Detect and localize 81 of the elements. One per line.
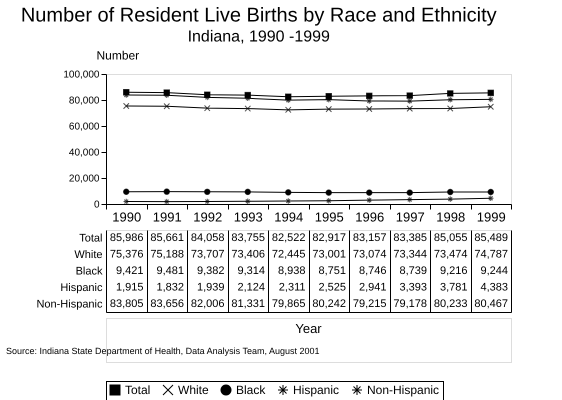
- legend-label: Non-Hispanic: [367, 383, 440, 397]
- data-label: 83,755: [231, 232, 265, 244]
- legend-label: Total: [125, 383, 150, 397]
- data-label: 2,941: [358, 281, 386, 294]
- chart-subtitle: Indiana, 1990 -1999: [188, 28, 330, 46]
- data-label: 73,474: [434, 248, 468, 261]
- data-label: 73,707: [190, 248, 224, 261]
- source-note: Source: Indiana State Department of Health, Data Analysis Team, August 2001: [6, 346, 320, 356]
- data-label: 80,242: [312, 298, 346, 310]
- data-label: 85,055: [434, 232, 468, 244]
- data-label: 8,746: [358, 265, 386, 277]
- data-label: 72,445: [272, 248, 306, 261]
- data-label: 79,178: [393, 298, 427, 310]
- data-label: 75,188: [150, 248, 184, 261]
- data-label: 9,244: [480, 265, 508, 277]
- data-label: 4,383: [480, 281, 508, 294]
- data-label: 83,656: [150, 298, 184, 310]
- legend-label: Hispanic: [293, 383, 340, 397]
- y-tick-label: 0: [94, 200, 100, 210]
- legend-label: White: [178, 383, 209, 397]
- y-axis-title: Number: [96, 48, 140, 62]
- x-tick-label: 1999: [476, 210, 506, 224]
- data-label: 8,739: [399, 265, 427, 277]
- data-label: 9,481: [156, 265, 184, 277]
- data-label: 9,314: [237, 265, 265, 277]
- data-label: 79,215: [352, 298, 386, 310]
- x-tick-label: 1995: [314, 210, 344, 224]
- data-label: 1,939: [196, 281, 224, 294]
- data-label: 74,787: [474, 248, 508, 261]
- y-tick-label: 40,000: [68, 148, 100, 158]
- data-label: 80,233: [434, 298, 468, 310]
- data-label: 85,661: [150, 232, 184, 244]
- text: Black: [76, 266, 102, 278]
- data-label: 9,421: [116, 265, 144, 277]
- data-label: 83,157: [352, 232, 386, 244]
- data-label: 83,805: [110, 298, 144, 310]
- y-tick-label: 20,000: [68, 174, 100, 184]
- data-label: 83,385: [393, 232, 427, 244]
- x-tick-label: 1996: [355, 210, 384, 224]
- legend-label: Black: [236, 383, 266, 397]
- x-tick-label: 1991: [152, 210, 182, 224]
- data-label: 82,522: [272, 232, 306, 244]
- x-tick-label: 1997: [396, 210, 425, 224]
- data-label: 8,751: [318, 265, 346, 277]
- text: Hispanic: [60, 282, 102, 294]
- chart-title: Number of Resident Live Births by Race and Ethnicity: [20, 4, 497, 26]
- data-label: 80,467: [474, 298, 508, 310]
- text: White: [74, 249, 102, 262]
- text: Total: [79, 232, 102, 245]
- data-label: 2,124: [237, 281, 265, 294]
- data-label: 85,489: [474, 232, 508, 244]
- data-label: 82,917: [312, 232, 346, 244]
- data-label: 85,986: [110, 232, 144, 244]
- data-label: 1,832: [156, 281, 184, 294]
- data-label: 79,865: [272, 298, 306, 310]
- x-tick-label: 1992: [193, 210, 222, 224]
- data-label: 3,393: [399, 281, 427, 294]
- data-label: 9,216: [440, 265, 468, 277]
- data-label: 75,376: [110, 248, 144, 261]
- data-label: 81,331: [231, 298, 265, 310]
- data-label: 73,406: [231, 248, 265, 261]
- y-tick-label: 100,000: [63, 70, 100, 80]
- data-label: 8,938: [278, 265, 306, 277]
- data-label: 2,311: [278, 281, 306, 294]
- data-label: 73,001: [312, 248, 346, 261]
- x-tick-label: 1990: [112, 210, 142, 224]
- data-label: 3,781: [440, 281, 468, 294]
- y-tick-label: 80,000: [68, 96, 100, 106]
- x-tick-label: 1994: [274, 210, 304, 224]
- data-label: 2,525: [318, 281, 346, 294]
- y-tick-label: 60,000: [68, 122, 100, 132]
- data-label: 73,074: [352, 248, 386, 261]
- data-label: 73,344: [393, 248, 427, 261]
- x-tick-label: 1998: [436, 210, 466, 224]
- text: Non-Hispanic: [36, 298, 102, 310]
- text: Year: [295, 321, 322, 336]
- x-tick-label: 1993: [234, 210, 263, 224]
- data-label: 9,382: [196, 265, 224, 277]
- data-label: 82,006: [190, 298, 224, 310]
- data-label: 1,915: [116, 281, 144, 294]
- data-label: 84,058: [190, 232, 224, 244]
